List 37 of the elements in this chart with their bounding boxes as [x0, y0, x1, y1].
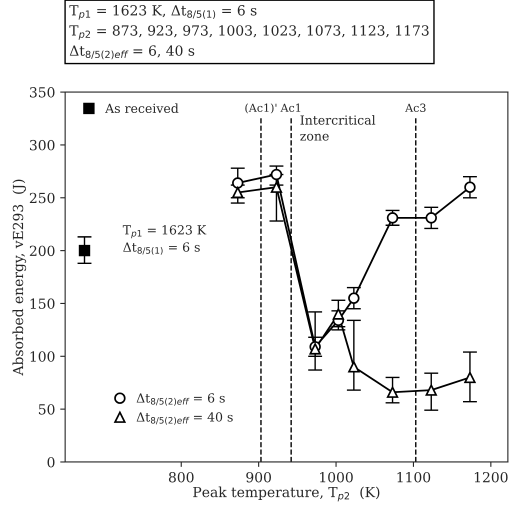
ref-line-label: (Ac1)'	[245, 103, 276, 114]
point	[309, 343, 321, 355]
point	[426, 384, 437, 396]
y-tick-label: 300	[30, 140, 55, 150]
x-tick-label: 1200	[474, 472, 508, 482]
point	[348, 361, 360, 373]
point	[464, 372, 476, 384]
y-tick-label: 100	[30, 351, 55, 362]
point	[270, 168, 282, 180]
legend-label: As received	[105, 103, 178, 114]
point	[270, 182, 282, 193]
chart-title: T$_{p1}$ = 1623 K, Δt$_{8/5(1)}$ = 6 s T$_{p2}$ = 873, 923, 973, 1003, 1023, 1073, 1123, 1173 Δt$_{8/5(2)eff}$ = 6, 40 s	[69, 5, 429, 60]
point	[78, 244, 90, 256]
y-tick-label: 50	[38, 404, 55, 415]
ref-line-label: Ac3	[405, 104, 426, 112]
point	[232, 186, 244, 198]
x-tick-label: 900	[246, 472, 271, 482]
legend-label: Δt$_{8/5(2)eff}$ = 6 s	[136, 393, 225, 406]
y-tick-label: 200	[30, 246, 55, 256]
point	[386, 386, 398, 398]
y-tick-label: 0	[48, 456, 55, 468]
y-axis-title: Absorbed energy, vE293 (J)	[12, 180, 26, 376]
point	[426, 212, 437, 224]
x-tick-label: 1000	[320, 472, 353, 482]
x-axis-title: Peak temperature, T$_{p2}$ (K)	[193, 486, 380, 502]
y-tick-label: 350	[30, 87, 55, 98]
x-tick-label: 1100	[397, 472, 430, 482]
point	[348, 292, 360, 304]
legend-label: Δt$_{8/5(2)eff}$ = 40 s	[136, 412, 233, 425]
annotation: Intercritical zone	[300, 115, 376, 141]
ref-line-label: Ac1	[280, 104, 300, 112]
annotation: T$_{p1}$ = 1623 K Δt$_{8/5(1)}$ = 6 s	[122, 225, 206, 255]
x-tick-label: 800	[168, 472, 194, 482]
y-tick-label: 150	[30, 298, 55, 309]
point	[464, 182, 476, 193]
y-tick-label: 250	[30, 192, 55, 204]
point	[232, 177, 244, 189]
